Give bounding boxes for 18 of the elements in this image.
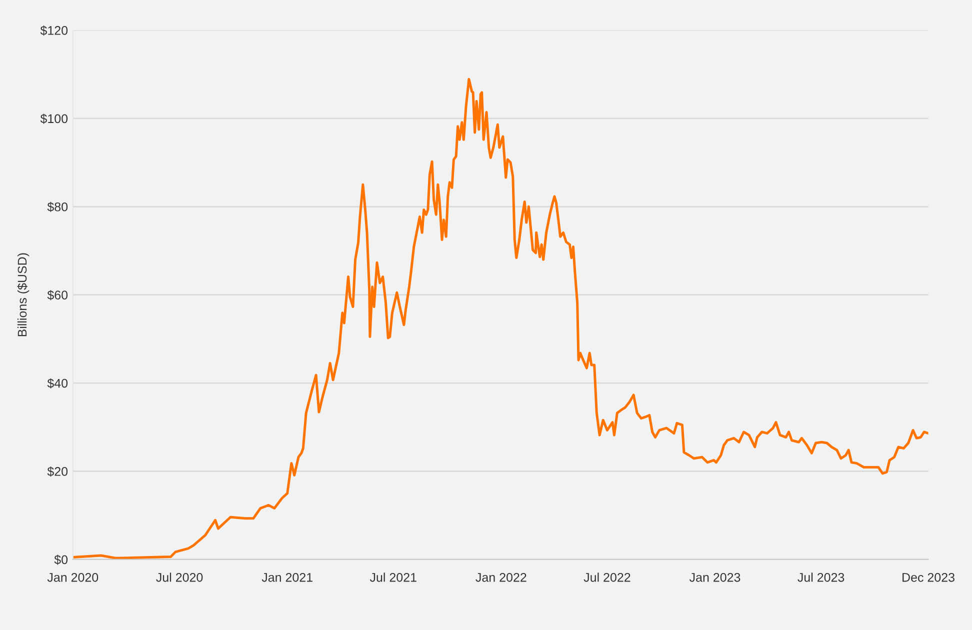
line-series xyxy=(72,78,928,560)
x-tick-label: Jul 2021 xyxy=(370,572,416,582)
x-tick-label: Jan 2022 xyxy=(476,572,526,582)
y-axis-title: Billions ($USD) xyxy=(17,253,30,336)
y-tick-label: $0 xyxy=(54,554,68,565)
x-tick-label: Dec 2023 xyxy=(902,572,954,582)
y-tick-label: $120 xyxy=(40,26,68,36)
y-tick-label: $20 xyxy=(47,466,68,477)
x-tick-label: Jan 2023 xyxy=(689,572,740,582)
x-tick-label: Jul 2023 xyxy=(798,572,844,582)
x-tick-label: Jul 2022 xyxy=(584,572,630,582)
x-tick-label: Jan 2021 xyxy=(262,572,312,582)
y-tick-label: $80 xyxy=(47,202,68,212)
y-tick-label: $60 xyxy=(47,290,68,300)
x-tick-label: Jan 2020 xyxy=(47,572,98,582)
y-tick-label: $100 xyxy=(40,114,68,124)
y-tick-label: $40 xyxy=(47,378,68,388)
x-tick-label: Jul 2020 xyxy=(156,572,203,582)
